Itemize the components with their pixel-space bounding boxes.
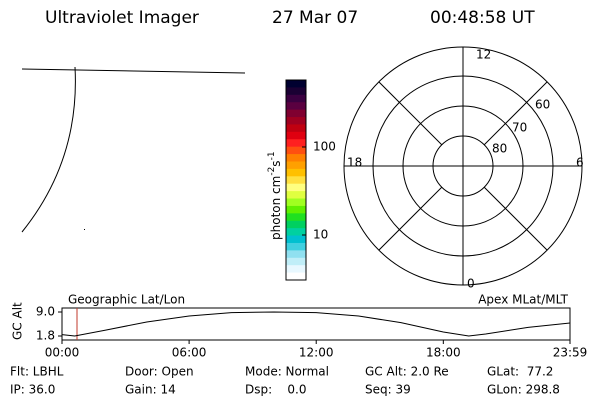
colorbar-band <box>286 109 306 118</box>
annotation: Geographic Lat/Lon <box>68 293 185 307</box>
colorbar <box>285 79 307 281</box>
colorbar-frame <box>285 79 307 281</box>
annotation: Apex MLat/MLT <box>478 293 568 307</box>
map-line <box>21 68 246 74</box>
colorbar-tick-label: 100 <box>313 140 336 154</box>
date: 27 Mar 07 <box>272 8 358 28</box>
status-field: Gain: 14 <box>125 383 176 397</box>
colorbar-band <box>286 80 306 88</box>
colorbar-band <box>286 235 306 244</box>
title: Ultraviolet Imager <box>45 8 199 28</box>
status-field: IP: 36.0 <box>10 383 55 397</box>
colorbar-band <box>286 131 306 140</box>
colorbar-band <box>286 139 306 148</box>
colorbar-band <box>286 87 306 96</box>
polar-hour: 6 <box>576 156 584 170</box>
colorbar-band <box>286 176 306 185</box>
status-field: GLon: 298.8 <box>487 383 560 397</box>
map-curve <box>21 66 76 233</box>
map-dot <box>84 229 85 230</box>
x-tick-label: 06:00 <box>172 346 207 360</box>
colorbar-tick-label: 10 <box>313 228 328 242</box>
y-tick-label: 9.0 <box>36 305 55 319</box>
colorbar-band <box>286 220 306 229</box>
colorbar-band <box>286 213 306 222</box>
orbit-plot: 00:00 06:00 12:00 18:00 23:59 1.8 9.0 <box>36 305 587 360</box>
colorbar-band <box>286 250 306 259</box>
colorbar-band <box>286 191 306 200</box>
x-tick-label: 23:59 <box>553 346 588 360</box>
polar-lat: 70 <box>512 121 527 135</box>
colorbar-band <box>286 146 306 155</box>
x-tick-label: 18:00 <box>426 346 461 360</box>
y-tick-label: 1.8 <box>36 329 55 343</box>
status-field: Dsp: 0.0 <box>245 383 307 397</box>
status-field: Seq: 39 <box>365 383 411 397</box>
x-tick-label: 12:00 <box>299 346 334 360</box>
colorbar-band <box>286 265 306 274</box>
colorbar-band <box>286 117 306 125</box>
colorbar-band <box>286 168 306 177</box>
polar-hour: 18 <box>347 156 362 170</box>
polar-lat: 80 <box>492 142 507 156</box>
altitude-line <box>61 311 571 337</box>
status-field: Flt: LBHL <box>10 365 64 379</box>
y-axis-label: GC Alt <box>11 302 25 340</box>
colorbar-band <box>286 242 306 251</box>
colorbar-band <box>286 124 306 133</box>
colorbar-band <box>286 154 306 162</box>
polar-grid <box>343 46 583 286</box>
colorbar-band <box>286 183 306 192</box>
colorbar-band <box>286 205 306 214</box>
status-field: GC Alt: 2.0 Re <box>365 365 449 379</box>
time: 00:48:58 UT <box>430 8 535 28</box>
status-field: Mode: Normal <box>245 365 329 379</box>
map <box>21 66 246 233</box>
colorbar-band <box>286 161 306 170</box>
colorbar-band <box>286 94 306 103</box>
x-tick-label: 00:00 <box>45 346 80 360</box>
colorbar-label: photon cm-2s-1 <box>267 151 283 240</box>
status-field: Door: Open <box>125 365 194 379</box>
polar-hour: 0 <box>467 277 475 291</box>
colorbar-band <box>286 257 306 266</box>
colorbar-band <box>286 272 306 281</box>
colorbar-band <box>286 198 306 207</box>
colorbar-band <box>286 228 306 237</box>
status-field: GLat: 77.2 <box>487 365 553 379</box>
polar-hour: 12 <box>476 48 491 62</box>
footer: Flt: LBHL Door: Open Mode: Normal GC Alt: 2… <box>10 365 560 397</box>
colorbar-band <box>286 102 306 111</box>
polar-lat: 60 <box>535 98 550 112</box>
